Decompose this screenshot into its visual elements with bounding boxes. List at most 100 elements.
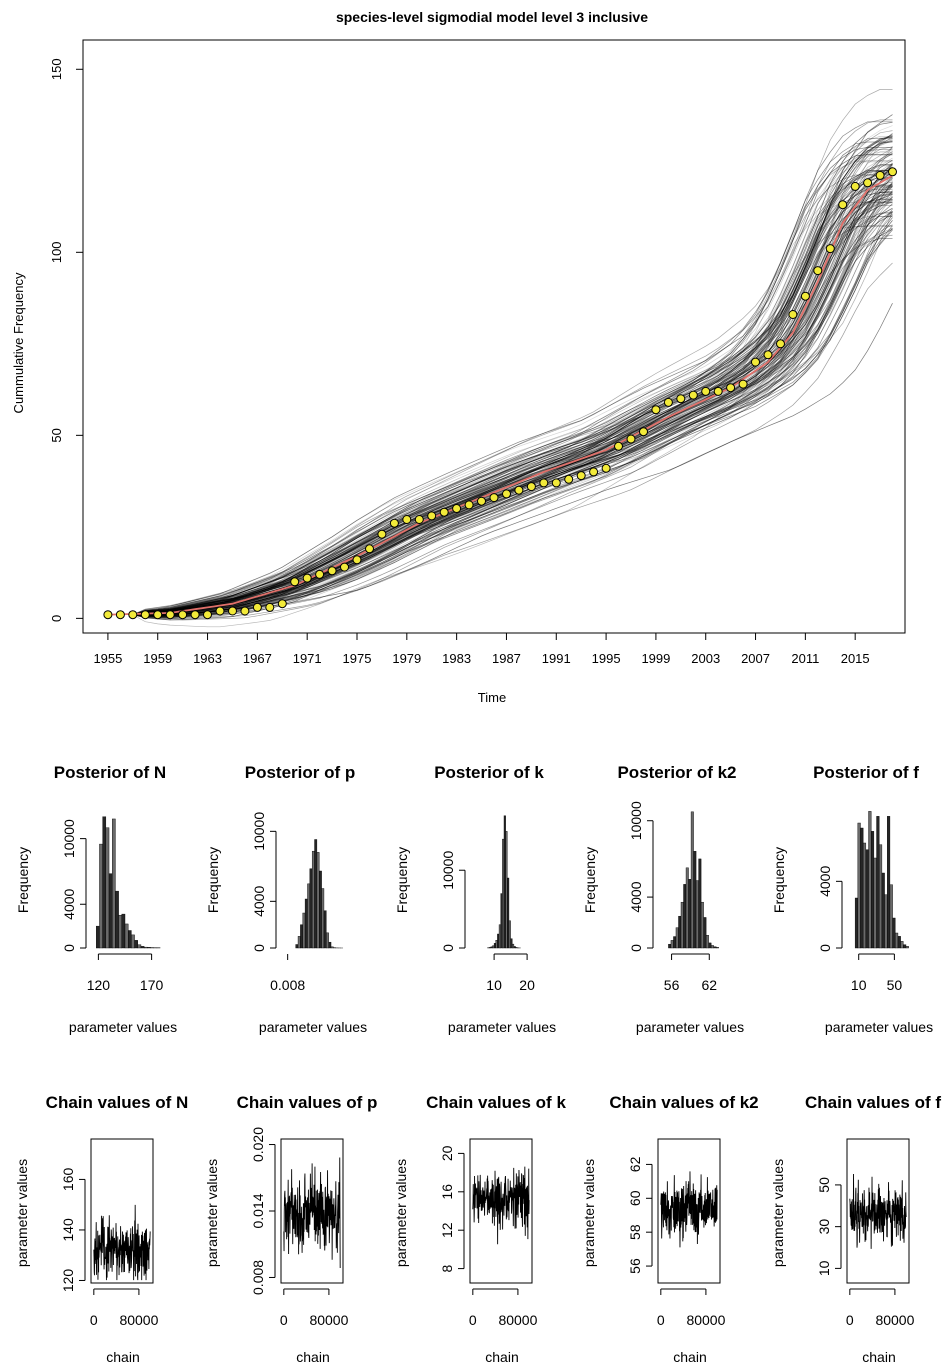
observed-point (427, 511, 437, 521)
observed-point (140, 610, 150, 620)
posterior-draw-line (107, 192, 893, 618)
posterior-draw-line (107, 217, 893, 616)
observed-point (215, 606, 225, 616)
posterior-draw-line (107, 163, 893, 616)
histogram-ylabel: Frequency (15, 847, 31, 913)
posterior-draw-line (107, 89, 893, 616)
x-tick-label: 2003 (691, 651, 720, 666)
observed-point (850, 181, 860, 191)
observed-point (763, 350, 773, 360)
histogram-bar (330, 946, 334, 949)
posterior-draw-line (107, 174, 893, 618)
posterior-draw-line (107, 164, 893, 616)
x-tick-label: 1999 (641, 651, 670, 666)
y-tick-label: 160 (60, 1168, 76, 1192)
observed-point (165, 610, 175, 620)
observed-point (265, 602, 275, 612)
observed-point (614, 441, 623, 451)
posterior-draw-line (107, 227, 893, 618)
histogram-xlabel: parameter values (825, 1019, 933, 1035)
trace-xlabel: chain (296, 1349, 329, 1365)
histogram-bar (892, 917, 896, 949)
posterior-draw-line (107, 181, 893, 616)
trace-xlabel: chain (485, 1349, 518, 1365)
y-tick-label: 0 (817, 944, 833, 952)
y-axis: 0 50 100 150 (49, 58, 84, 622)
observed-point (825, 244, 835, 254)
histogram-bar (96, 925, 100, 949)
histogram-bar (505, 831, 508, 949)
histogram-bar (311, 850, 315, 949)
y-tick-label: 56 (627, 1258, 643, 1274)
posterior-draw-line (107, 153, 893, 616)
posterior-draw-line (107, 172, 893, 618)
histogram-bar (140, 946, 145, 949)
y-tick-label: 120 (60, 1269, 76, 1293)
x-tick-label: 0 (846, 1312, 854, 1328)
histogram-bar (131, 934, 135, 949)
histogram-xlabel: parameter values (69, 1019, 177, 1035)
observed-point (738, 379, 748, 389)
histogram-bar (124, 923, 129, 949)
histogram-bar (881, 872, 885, 949)
posterior-draw-line (107, 164, 893, 616)
histogram-bar (897, 936, 901, 949)
observed-point (564, 474, 574, 484)
trace-title: Chain values of k2 (609, 1093, 758, 1112)
histogram-bar (673, 936, 677, 949)
trace-line (283, 1157, 341, 1269)
histogram-bar (713, 946, 717, 949)
histogram-bar (316, 852, 320, 949)
x-tick-label: 1979 (392, 651, 421, 666)
histogram-bar (326, 932, 329, 949)
x-tick-label: 1991 (542, 651, 571, 666)
observed-point (701, 386, 711, 396)
observed-point (402, 515, 412, 524)
histogram-bar (105, 827, 110, 949)
observed-point (203, 610, 212, 620)
trace-ylabel: parameter values (770, 1159, 786, 1267)
posterior-draw-line (107, 174, 893, 616)
histogram-bar (309, 868, 313, 949)
posterior-draw-line (107, 174, 893, 616)
histogram-panel: Posterior of N 0 4000 10000 120 170 Frequency p… (15, 763, 177, 1035)
y-tick-label: 0.014 (250, 1193, 266, 1228)
observed-point (526, 482, 536, 492)
posterior-draw-line (107, 208, 893, 616)
observed-point (863, 178, 873, 188)
x-tick-label: 50 (887, 977, 903, 993)
x-tick-label: 80000 (309, 1312, 348, 1328)
observed-point (414, 515, 424, 524)
y-tick-label: 50 (49, 428, 64, 442)
trace-panel: Chain values of k2 56 58 60 62 0 80000 paramete… (581, 1093, 759, 1365)
x-tick-label: 2011 (791, 651, 819, 666)
observed-point (352, 555, 362, 565)
histogram-bar (137, 944, 142, 949)
observed-point (178, 610, 188, 620)
y-tick-label: 16 (439, 1184, 455, 1200)
histogram-bar (102, 816, 107, 949)
x-tick-label: 1987 (492, 651, 521, 666)
histogram-xlabel: parameter values (636, 1019, 744, 1035)
histogram-bar (498, 924, 501, 949)
x-tick-label: 10 (851, 977, 867, 993)
histogram-bar (112, 818, 116, 949)
y-tick-label: 0 (440, 944, 456, 952)
histogram-bar (854, 897, 859, 949)
posterior-draw-line (107, 234, 893, 617)
posterior-draw-line (107, 151, 893, 616)
x-tick-label: 2015 (841, 651, 870, 666)
y-tick-label: 10000 (628, 801, 644, 840)
observed-point (601, 463, 611, 473)
trace-title: Chain values of N (46, 1093, 189, 1112)
posterior-draw-line (107, 152, 893, 616)
histogram-bar (323, 910, 327, 949)
trace-panel: Chain values of N 120 140 160 0 80000 paramete… (14, 1093, 188, 1365)
histogram-bar (502, 838, 505, 949)
observed-point (838, 200, 848, 210)
histogram-panel: Posterior of k2 0 4000 10000 56 62 Frequency pa… (582, 763, 744, 1035)
histogram-bar (876, 816, 880, 949)
histogram-bar (693, 851, 697, 949)
posterior-draw-line (107, 211, 893, 616)
